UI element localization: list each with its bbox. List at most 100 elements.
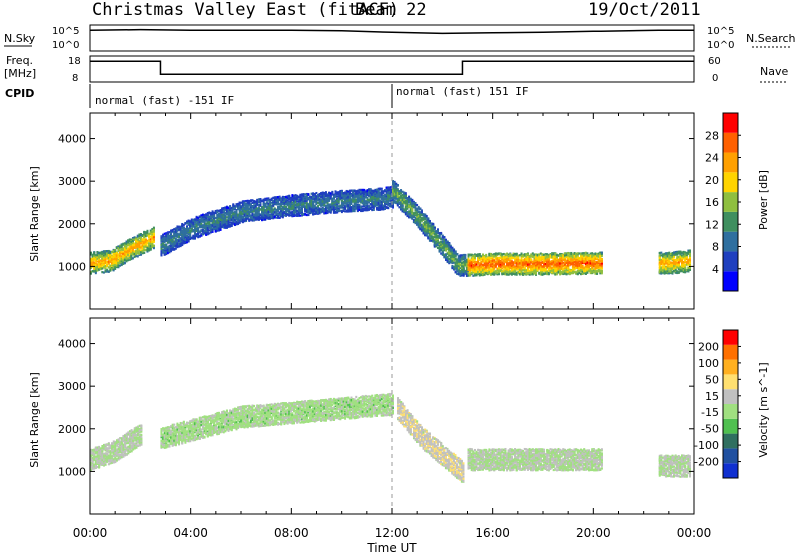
power-cell: [195, 218, 198, 221]
power-cell: [186, 221, 189, 225]
power-cell: [189, 235, 192, 238]
power-cell: [222, 221, 225, 224]
power-cell: [151, 242, 154, 246]
power-cell: [148, 238, 151, 242]
power-cell: [133, 238, 136, 241]
power-cell: [224, 214, 227, 217]
power-cell: [123, 248, 126, 251]
power-cell: [119, 251, 122, 255]
power-cell: [217, 217, 220, 220]
power-cell: [117, 245, 120, 248]
power-cell: [115, 254, 118, 257]
power-cell: [208, 216, 211, 219]
power-cell: [128, 246, 131, 249]
power-cell: [115, 261, 118, 264]
power-cell: [173, 237, 176, 240]
power-cell: [170, 229, 173, 232]
power-cell: [160, 247, 163, 251]
power-cell: [205, 227, 208, 230]
power-cell: [238, 201, 241, 204]
power-cell: [140, 251, 143, 254]
power-cell: [187, 233, 190, 236]
power-cell: [168, 239, 171, 242]
power-cell: [206, 231, 209, 234]
power-cell: [186, 228, 189, 231]
power-cell: [115, 259, 118, 262]
power-cell: [109, 264, 112, 267]
power-cell: [140, 253, 143, 256]
power-cell: [214, 211, 217, 214]
power-cell: [181, 222, 184, 226]
power-cell: [213, 224, 216, 227]
power-cell: [117, 259, 120, 262]
power-cell: [96, 268, 99, 272]
power-cell: [160, 238, 163, 241]
power-cell: [230, 211, 233, 214]
power-cell: [203, 222, 206, 225]
power-cell: [187, 239, 190, 242]
power-cell: [143, 245, 146, 248]
power-cell: [162, 235, 165, 238]
power-cell: [217, 209, 220, 212]
power-cell: [211, 229, 214, 232]
power-cell: [163, 232, 166, 235]
power-cell: [91, 255, 94, 258]
power-cell: [119, 259, 122, 262]
power-cell: [233, 223, 236, 226]
power-cell: [102, 262, 105, 265]
power-cell: [173, 240, 176, 243]
power-cell: [109, 268, 112, 271]
power-cell: [200, 216, 203, 219]
power-cell: [224, 219, 227, 222]
power-cell: [190, 222, 193, 226]
power-cell: [211, 224, 214, 227]
power-cell: [133, 244, 136, 247]
power-cell: [107, 266, 110, 269]
power-cell: [213, 212, 216, 215]
power-cell: [200, 226, 203, 229]
power-cell: [120, 243, 123, 247]
power-cell: [184, 232, 187, 235]
power-cell: [237, 221, 240, 224]
power-cell: [219, 228, 222, 231]
power-cell: [193, 225, 196, 228]
power-cell: [120, 263, 123, 266]
power-cell: [99, 255, 102, 258]
nave-tick-low: 0: [712, 73, 718, 84]
power-cell: [91, 258, 94, 261]
power-cell: [174, 242, 177, 245]
power-cell: [146, 246, 149, 250]
power-cell: [115, 252, 118, 255]
power-cell: [168, 247, 171, 250]
power-cell: [187, 222, 190, 226]
power-cell: [112, 258, 115, 261]
power-cell: [152, 247, 155, 250]
power-cell: [94, 257, 97, 260]
power-cell: [152, 228, 155, 232]
power-cell: [91, 262, 94, 266]
power-cell: [125, 244, 128, 248]
power-cell: [205, 217, 208, 220]
power-cell: [117, 265, 120, 268]
power-cell: [98, 254, 101, 258]
power-cell: [201, 220, 204, 223]
power-cell: [178, 243, 181, 246]
power-cell: [165, 246, 168, 249]
power-cell: [98, 256, 101, 259]
power-cell: [127, 257, 130, 260]
power-cell: [225, 213, 228, 216]
power-cell: [112, 263, 115, 266]
power-cell: [337, 200, 340, 203]
power-cell: [214, 229, 217, 233]
power-cell: [149, 232, 152, 235]
power-cell: [192, 225, 195, 228]
power-cell: [166, 239, 169, 242]
power-cell: [107, 260, 110, 263]
power-cell: [209, 213, 212, 216]
power-cell: [235, 212, 238, 215]
power-cell: [163, 253, 166, 256]
power-cell: [112, 266, 115, 269]
power-cell: [125, 247, 128, 250]
power-cell: [193, 223, 196, 226]
power-cell: [237, 204, 240, 207]
